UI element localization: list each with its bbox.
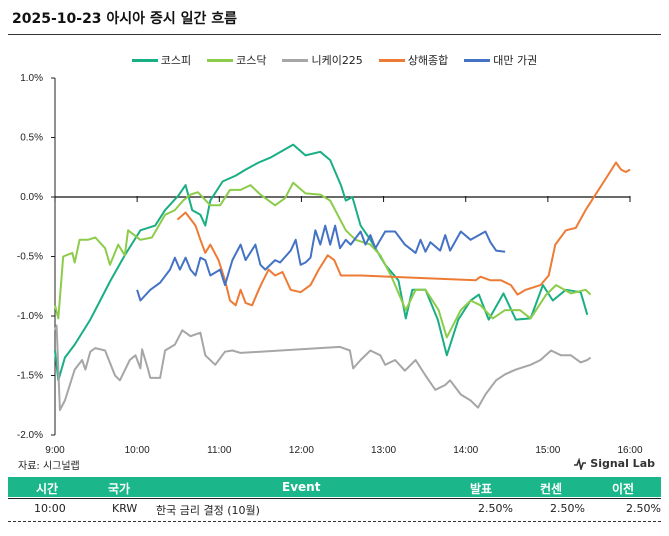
header-country: 국가 [108,482,131,496]
legend-item-shanghai: 상해종합 [378,52,449,68]
title-divider [8,34,661,35]
table-row: 10:00 KRW 한국 금리 결정 (10월) 2.50% 2.50% 2.5… [8,498,661,522]
legend-item-taiwan: 대만 가권 [464,52,537,68]
header-previous: 이전 [612,482,635,496]
x-tick-label: 9:00 [45,445,65,456]
legend-swatch-shanghai [378,58,405,62]
line-chart: 1.0% 0.5% 0.0% -0.5% -1.0% -1.5% -2.0%9:00 10:0… [17,73,643,456]
x-tick-label: 13:00 [371,445,396,456]
legend-item-nikkei: 니케이225 [282,52,363,68]
legend-label-shanghai: 상해종합 [407,54,449,67]
x-tick-label: 16:00 [617,445,642,456]
x-tick-label: 12:00 [289,445,314,456]
brand-logo-text: Signal Lab [590,457,655,470]
legend: 코스피 코스닥 니케이225 상해종합 대만 가권 [0,52,669,68]
x-tick-label: 11:00 [207,445,232,456]
y-tick-label: 0.0% [20,192,43,203]
x-tick-label: 10:00 [125,445,150,456]
header-event: Event [282,480,321,494]
legend-label-kospi: 코스피 [160,54,192,67]
table-header: 시간 국가 Event 발표 컨센 이전 [8,477,661,497]
header-time: 시간 [36,482,59,496]
series-line-nikkei [54,324,592,411]
cell-event: 한국 금리 결정 (10월) [156,504,260,517]
cell-time: 10:00 [34,502,66,515]
series-line-kospi [54,143,589,382]
legend-swatch-kosdaq [207,58,234,62]
legend-swatch-taiwan [464,58,491,62]
legend-swatch-kospi [131,58,158,62]
legend-item-kospi: 코스피 [131,52,192,68]
y-tick-label: 0.5% [20,133,43,144]
series-line-taiwan [136,224,506,302]
y-tick-label: -1.0% [17,311,43,322]
cell-previous: 2.50% [626,502,661,515]
header-actual: 발표 [470,482,493,496]
legend-label-kosdaq: 코스닥 [236,54,267,67]
y-tick-label: -0.5% [17,252,43,263]
legend-label-taiwan: 대만 가권 [493,54,538,67]
chart-title: 2025-10-23 아시아 증시 일간 흐름 [12,11,237,27]
y-tick-label: 1.0% [20,73,43,84]
legend-item-kosdaq: 코스닥 [207,52,266,68]
pulse-icon [574,457,587,470]
brand-logo: Signal Lab [574,457,655,470]
source-note: 자료: 시그널랩 [18,461,80,472]
cell-consensus: 2.50% [550,502,585,515]
series-line-shanghai [176,161,631,307]
x-tick-label: 15:00 [535,445,560,456]
cell-country: KRW [112,502,138,515]
cell-actual: 2.50% [478,502,513,515]
series-line-kosdaq [54,181,592,339]
legend-swatch-nikkei [282,58,309,62]
legend-label-nikkei: 니케이225 [311,54,363,67]
y-tick-label: -2.0% [17,430,43,441]
header-consensus: 컨센 [540,482,563,496]
x-tick-label: 14:00 [453,445,478,456]
y-tick-label: -1.5% [17,371,43,382]
